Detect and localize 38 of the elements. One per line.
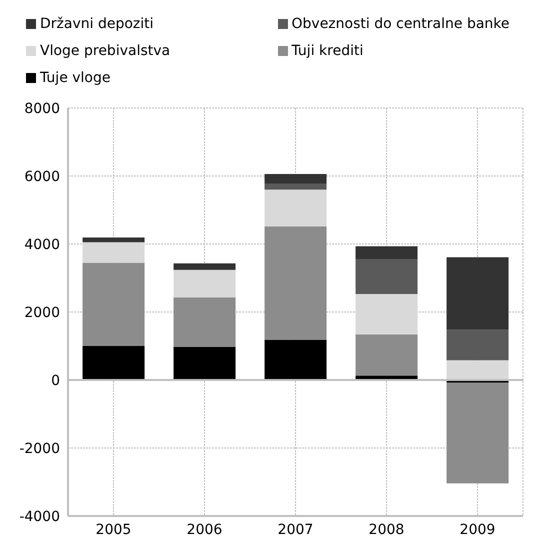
bar [82,262,145,346]
bar [356,334,418,376]
y-tick-label: 0 [51,372,60,389]
bar [264,190,327,226]
bar [446,330,509,360]
bar [264,184,327,190]
y-tick-label: 2000 [24,304,60,321]
bar [82,242,145,263]
bar [174,347,236,380]
x-tick-label: 2007 [278,522,314,538]
bar [264,226,327,340]
y-tick-label: 8000 [24,100,60,117]
bar [82,346,145,380]
bar [446,382,509,484]
x-tick-label: 2005 [96,522,132,538]
y-tick-label: 6000 [24,168,60,185]
bar [356,258,418,294]
bar [174,263,236,270]
bar [446,360,509,380]
bar [356,246,418,259]
x-tick-label: 2006 [186,522,222,538]
bar [264,340,327,380]
legend-label: Vloge prebivalstva [40,42,170,59]
bar [264,174,327,184]
x-tick-label: 2008 [368,522,404,538]
bar [82,238,145,242]
x-tick-label: 2009 [460,522,496,538]
y-tick-label: -2000 [19,440,60,457]
bar [446,257,509,330]
y-tick-label: -4000 [19,508,60,525]
legend-label: Tuji krediti [292,42,364,59]
bar [174,297,236,348]
bar [356,294,418,334]
legend-label: Obveznosti do centralne banke [292,16,510,32]
bar [174,270,236,298]
y-tick-label: 4000 [24,236,60,253]
legend-label: Državni depoziti [40,16,154,32]
legend-label: Tuje vloge [40,70,110,86]
